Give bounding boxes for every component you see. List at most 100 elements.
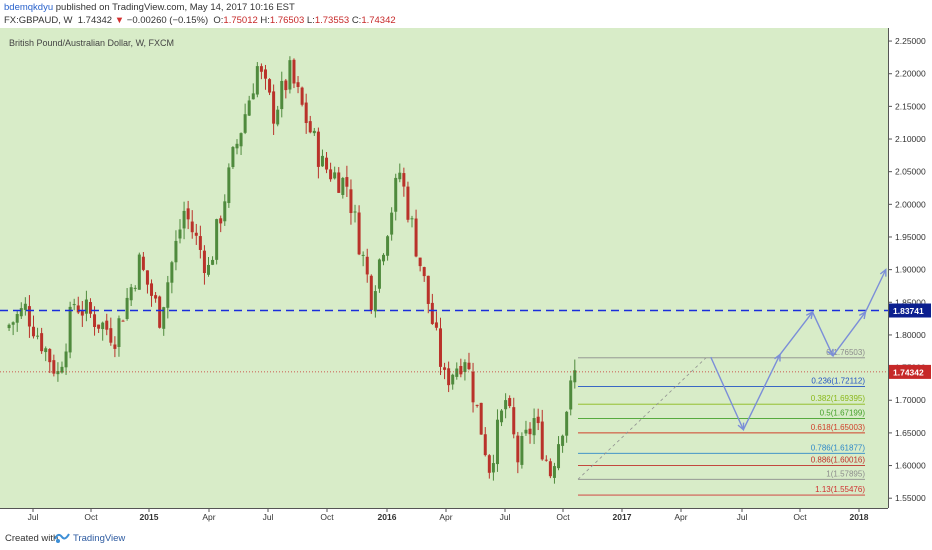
last-price-badge bbox=[889, 364, 931, 379]
candle-body bbox=[524, 429, 528, 434]
candle-body bbox=[292, 59, 296, 84]
y-tick-label: 1.55000 bbox=[895, 493, 926, 503]
fib-level-label: 0.236(1.72112) bbox=[811, 376, 865, 385]
x-tick-label: Oct bbox=[84, 512, 98, 522]
y-tick-label: 1.70000 bbox=[895, 395, 926, 405]
candle-body bbox=[198, 236, 202, 250]
candle-body bbox=[443, 367, 447, 370]
last-price: 1.74342 bbox=[77, 15, 113, 26]
candle-body bbox=[569, 380, 573, 410]
symbol-label: FX:GBPAUD, W bbox=[4, 15, 73, 26]
candle-body bbox=[223, 201, 227, 222]
projection-arrowhead bbox=[879, 268, 887, 277]
candle-body bbox=[430, 302, 434, 324]
candle-body bbox=[268, 79, 272, 93]
candle-body bbox=[215, 219, 219, 260]
candle-body bbox=[141, 256, 145, 270]
candle-body bbox=[31, 326, 35, 337]
candle-body bbox=[36, 335, 40, 337]
candle-body bbox=[56, 371, 60, 375]
fib-level-label: 1.13(1.55476) bbox=[815, 485, 865, 494]
candle-body bbox=[170, 262, 174, 283]
candle-body bbox=[528, 428, 532, 435]
low-label: L: bbox=[306, 15, 315, 26]
candle-body bbox=[565, 411, 569, 436]
candle-body bbox=[561, 435, 565, 446]
candle-body bbox=[72, 304, 76, 306]
candle-body bbox=[398, 172, 402, 180]
fib-level-label: 0(1.76503) bbox=[826, 348, 865, 357]
low-value: 1.73553 bbox=[314, 15, 350, 26]
projection-segment bbox=[811, 311, 834, 357]
ohlc-info: FX:GBPAUD, W 1.74342 ▼ −0.00260 (−0.15%)… bbox=[4, 15, 396, 26]
candle-body bbox=[129, 287, 133, 301]
candle-body bbox=[471, 371, 475, 403]
candle-body bbox=[520, 436, 524, 465]
candle-body bbox=[337, 172, 341, 193]
candle-body bbox=[516, 435, 520, 463]
close-label: C: bbox=[351, 15, 362, 26]
y-tick-label: 2.25000 bbox=[895, 36, 926, 46]
projection-segment bbox=[779, 311, 814, 355]
candle-body bbox=[255, 66, 259, 95]
candle-body bbox=[125, 297, 129, 320]
time-axis-background bbox=[0, 508, 888, 528]
high-value: 1.76503 bbox=[269, 15, 305, 26]
tradingview-brand[interactable]: TradingView bbox=[73, 533, 126, 544]
candle-body bbox=[145, 270, 149, 285]
candle-body bbox=[394, 177, 398, 212]
projection-segment bbox=[832, 311, 867, 357]
fib-level-label: 0.786(1.61877) bbox=[811, 443, 866, 452]
candle-body bbox=[76, 305, 80, 313]
candle-body bbox=[365, 256, 369, 275]
chart-title: British Pound/Australian Dollar, W, FXCM bbox=[9, 38, 174, 48]
candle-body bbox=[243, 114, 247, 133]
candle-body bbox=[84, 299, 88, 314]
x-tick-label: Oct bbox=[320, 512, 334, 522]
candle-body bbox=[451, 374, 455, 385]
x-tick-label: Jul bbox=[500, 512, 511, 522]
candle-body bbox=[479, 402, 483, 435]
candle-body bbox=[500, 410, 504, 423]
candle-body bbox=[325, 157, 329, 170]
high-label: H: bbox=[260, 15, 270, 26]
candle-body bbox=[455, 368, 459, 377]
support-price-label: 1.83741 bbox=[893, 306, 924, 316]
candle-body bbox=[475, 404, 479, 406]
x-tick-label: 2018 bbox=[850, 512, 869, 522]
candle-body bbox=[512, 407, 516, 435]
candle-body bbox=[40, 333, 44, 352]
y-tick-label: 2.00000 bbox=[895, 199, 926, 209]
candle-body bbox=[19, 308, 23, 317]
candle-body bbox=[251, 93, 255, 100]
candle-body bbox=[190, 221, 194, 233]
candle-body bbox=[227, 167, 231, 204]
author-link[interactable]: bdemqkdyu bbox=[4, 2, 54, 13]
candle-body bbox=[88, 302, 92, 314]
tradingview-logo-icon bbox=[54, 533, 70, 543]
candle-body bbox=[390, 212, 394, 235]
candle-body bbox=[333, 172, 337, 179]
candle-body bbox=[410, 218, 414, 220]
candle-body bbox=[166, 282, 170, 308]
candle-body bbox=[304, 102, 308, 124]
projection-segment bbox=[710, 356, 744, 430]
y-tick-label: 1.85000 bbox=[895, 297, 926, 307]
chart-header: bdemqkdyu published on TradingView.com, … bbox=[0, 0, 932, 28]
x-tick-label: Oct bbox=[793, 512, 807, 522]
close-value: 1.74342 bbox=[361, 15, 396, 26]
last-price-label: 1.74342 bbox=[893, 367, 924, 377]
candle-body bbox=[447, 368, 451, 386]
x-tick-label: Apr bbox=[674, 512, 687, 522]
candle-body bbox=[239, 133, 243, 147]
candle-body bbox=[207, 264, 210, 275]
price-chart[interactable]: British Pound/Australian Dollar, W, FXCM… bbox=[0, 28, 932, 528]
candle-body bbox=[101, 322, 105, 330]
candle-body bbox=[219, 218, 223, 224]
candle-body bbox=[60, 366, 64, 373]
y-tick-label: 2.15000 bbox=[895, 101, 926, 111]
y-tick-label: 2.20000 bbox=[895, 69, 926, 79]
candle-body bbox=[467, 362, 471, 370]
candle-body bbox=[64, 351, 68, 368]
support-price-badge bbox=[889, 303, 931, 318]
